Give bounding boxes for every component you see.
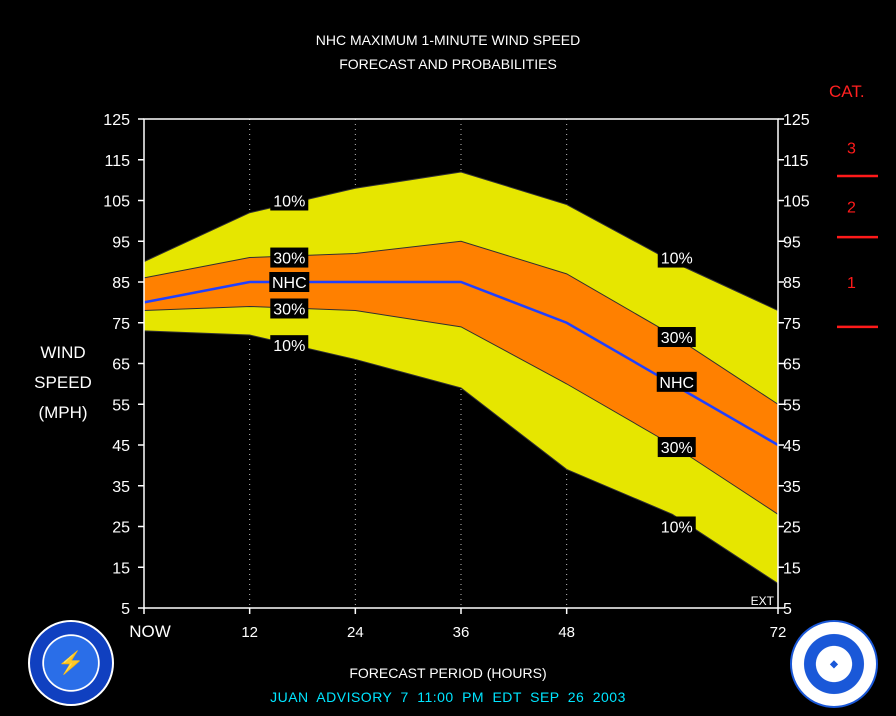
nws-seal-icon: ⚡ [28, 620, 114, 706]
category-label: 2 [847, 200, 856, 217]
y-tick-label-left: 45 [112, 438, 130, 455]
y-tick-label-left: 85 [112, 275, 130, 292]
y-tick-label-left: 35 [112, 479, 130, 496]
lightning-bird-icon: ⚡ [57, 650, 85, 675]
category-header: CAT. [829, 82, 865, 101]
category-label: 1 [847, 275, 856, 292]
band-30-percent [144, 241, 778, 515]
x-tick-label: 12 [241, 624, 258, 641]
y-tick-label-right: 25 [783, 520, 801, 537]
x-tick-label: NOW [129, 622, 171, 641]
noaa-bird-icon: ◆ [830, 658, 838, 670]
y-tick-label-right: 75 [783, 316, 801, 333]
band-label: 30% [661, 440, 693, 457]
ext-label: EXT [751, 594, 775, 608]
y-tick-label-left: 65 [112, 357, 130, 374]
y-tick-label-right: 95 [783, 234, 801, 251]
y-tick-label-right: 55 [783, 397, 801, 414]
band-label-bg [657, 327, 696, 348]
band-label: 10% [661, 251, 693, 268]
band-label: 10% [273, 194, 305, 211]
x-tick-label: 72 [770, 624, 787, 641]
band-label-bg [656, 371, 697, 392]
y-axis-label-line: SPEED [34, 373, 92, 392]
band-label-bg [270, 247, 309, 268]
chart-title-line1: NHC MAXIMUM 1-MINUTE WIND SPEED [315, 32, 581, 48]
advisory-line: JUAN ADVISORY 7 11:00 PM EDT SEP 26 2003 [270, 689, 626, 705]
y-tick-label-left: 95 [112, 234, 130, 251]
band-label: 10% [273, 338, 305, 355]
y-tick-label-right: 115 [783, 153, 809, 170]
y-tick-label-left: 75 [112, 316, 130, 333]
y-tick-label-left: 125 [103, 112, 130, 129]
band-label-bg [657, 437, 696, 458]
band-label: 30% [661, 330, 693, 347]
band-label-bg [270, 190, 309, 211]
y-axis-label-line: (MPH) [38, 403, 88, 422]
y-tick-label-left: 105 [103, 194, 130, 211]
y-tick-label-left: 55 [112, 397, 130, 414]
y-tick-label-right: 15 [783, 560, 801, 577]
y-tick-label-right: 45 [783, 438, 801, 455]
band-label: 30% [273, 301, 305, 318]
band-label: NHC [659, 375, 694, 392]
category-label: 3 [847, 141, 856, 158]
band-label-bg [657, 247, 696, 268]
band-label-bg [269, 272, 310, 292]
band-label: NHC [272, 275, 307, 292]
series-line-lower10 [143, 330, 779, 584]
y-tick-label-right: 35 [783, 479, 801, 496]
band-label-bg [270, 335, 309, 356]
chart-title-line2: FORECAST AND PROBABILITIES [339, 56, 557, 72]
y-tick-label-right: 85 [783, 275, 801, 292]
band-label-bg [270, 298, 309, 319]
y-axis-label: WIND SPEED (MPH) [30, 338, 96, 428]
y-tick-label-right: 125 [783, 112, 810, 129]
y-tick-label-left: 25 [112, 520, 130, 537]
y-tick-label-left: 115 [104, 153, 130, 170]
band-label: 30% [273, 251, 305, 268]
y-tick-label-right: 105 [783, 194, 810, 211]
band-label-bg [657, 516, 696, 537]
x-tick-label: 24 [347, 624, 364, 641]
x-tick-label: 48 [558, 624, 575, 641]
band-label: 10% [661, 520, 693, 537]
noaa-seal-icon: ◆ [790, 620, 878, 708]
y-tick-label-right: 5 [783, 601, 792, 618]
y-axis-label-line: WIND [40, 343, 86, 362]
y-tick-label-right: 65 [783, 357, 801, 374]
y-tick-label-left: 15 [112, 560, 130, 577]
x-axis-label: FORECAST PERIOD (HOURS) [349, 665, 547, 681]
x-tick-label: 36 [453, 624, 470, 641]
y-tick-label-left: 5 [121, 601, 130, 618]
